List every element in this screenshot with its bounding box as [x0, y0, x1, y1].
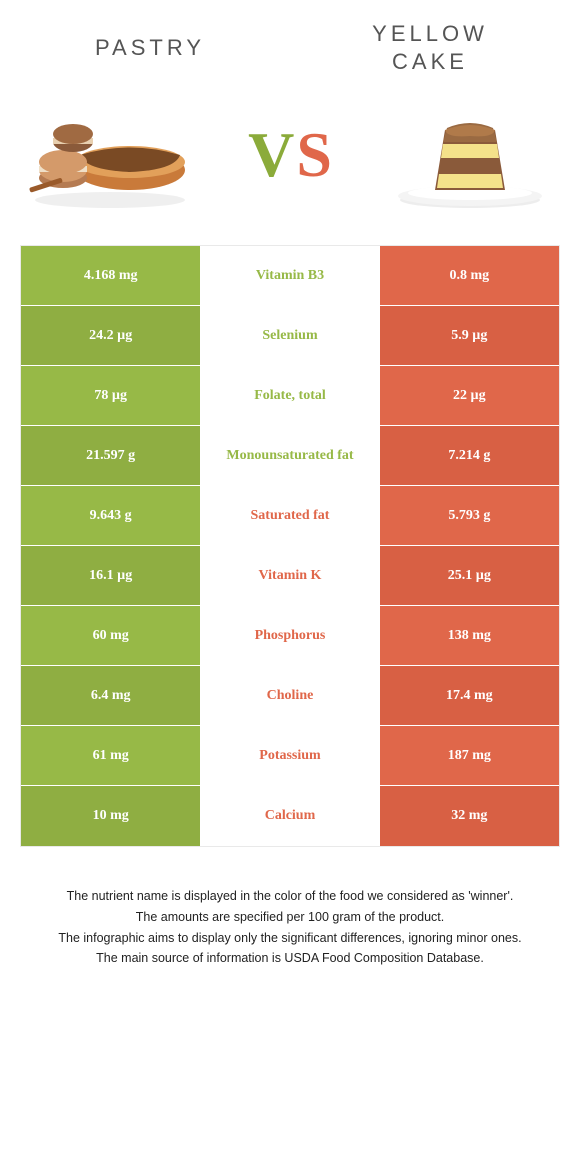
- footer-notes: The nutrient name is displayed in the co…: [0, 847, 580, 968]
- footer-line-4: The main source of information is USDA F…: [30, 949, 550, 968]
- table-row: 61 mgPotassium187 mg: [21, 726, 559, 786]
- table-row: 60 mgPhosphorus138 mg: [21, 606, 559, 666]
- cell-left-value: 61 mg: [21, 726, 200, 785]
- vs-v: V: [248, 118, 294, 192]
- cell-left-value: 60 mg: [21, 606, 200, 665]
- cell-left-value: 78 µg: [21, 366, 200, 425]
- cell-right-value: 22 µg: [380, 366, 559, 425]
- vs-label: V S: [248, 118, 332, 192]
- footer-line-2: The amounts are specified per 100 gram o…: [30, 908, 550, 927]
- pastry-illustration: [20, 95, 200, 215]
- cell-nutrient-name: Phosphorus: [200, 606, 379, 665]
- cell-left-value: 6.4 mg: [21, 666, 200, 725]
- table-row: 9.643 gSaturated fat5.793 g: [21, 486, 559, 546]
- cell-right-value: 187 mg: [380, 726, 559, 785]
- cell-right-value: 17.4 mg: [380, 666, 559, 725]
- table-row: 16.1 µgVitamin K25.1 µg: [21, 546, 559, 606]
- cell-nutrient-name: Vitamin K: [200, 546, 379, 605]
- cell-right-value: 5.793 g: [380, 486, 559, 545]
- title-pastry: PASTRY: [10, 35, 290, 61]
- table-row: 24.2 µgSelenium5.9 µg: [21, 306, 559, 366]
- table-row: 21.597 gMonounsaturated fat7.214 g: [21, 426, 559, 486]
- table-row: 4.168 mgVitamin B30.8 mg: [21, 246, 559, 306]
- cell-left-value: 4.168 mg: [21, 246, 200, 305]
- title-cake-line1: YELLOW: [372, 21, 488, 46]
- cell-right-value: 25.1 µg: [380, 546, 559, 605]
- vs-s: S: [296, 118, 332, 192]
- footer-line-1: The nutrient name is displayed in the co…: [30, 887, 550, 906]
- header: PASTRY YELLOW CAKE: [0, 0, 580, 85]
- comparison-table: 4.168 mgVitamin B30.8 mg24.2 µgSelenium5…: [20, 245, 560, 847]
- hero-row: V S: [0, 85, 580, 245]
- cell-nutrient-name: Saturated fat: [200, 486, 379, 545]
- cell-nutrient-name: Monounsaturated fat: [200, 426, 379, 485]
- cell-nutrient-name: Vitamin B3: [200, 246, 379, 305]
- table-row: 6.4 mgCholine17.4 mg: [21, 666, 559, 726]
- cell-nutrient-name: Folate, total: [200, 366, 379, 425]
- table-row: 10 mgCalcium32 mg: [21, 786, 559, 846]
- cell-right-value: 32 mg: [380, 786, 559, 846]
- title-yellow-cake: YELLOW CAKE: [290, 20, 570, 75]
- title-cake-line2: CAKE: [392, 49, 468, 74]
- cell-right-value: 138 mg: [380, 606, 559, 665]
- table-row: 78 µgFolate, total22 µg: [21, 366, 559, 426]
- cell-right-value: 7.214 g: [380, 426, 559, 485]
- cell-left-value: 9.643 g: [21, 486, 200, 545]
- cell-left-value: 16.1 µg: [21, 546, 200, 605]
- cell-left-value: 10 mg: [21, 786, 200, 846]
- cell-right-value: 0.8 mg: [380, 246, 559, 305]
- cell-nutrient-name: Choline: [200, 666, 379, 725]
- cell-right-value: 5.9 µg: [380, 306, 559, 365]
- cell-left-value: 24.2 µg: [21, 306, 200, 365]
- footer-line-3: The infographic aims to display only the…: [30, 929, 550, 948]
- cake-illustration: [380, 95, 560, 215]
- cell-nutrient-name: Calcium: [200, 786, 379, 846]
- cell-nutrient-name: Selenium: [200, 306, 379, 365]
- cell-nutrient-name: Potassium: [200, 726, 379, 785]
- cell-left-value: 21.597 g: [21, 426, 200, 485]
